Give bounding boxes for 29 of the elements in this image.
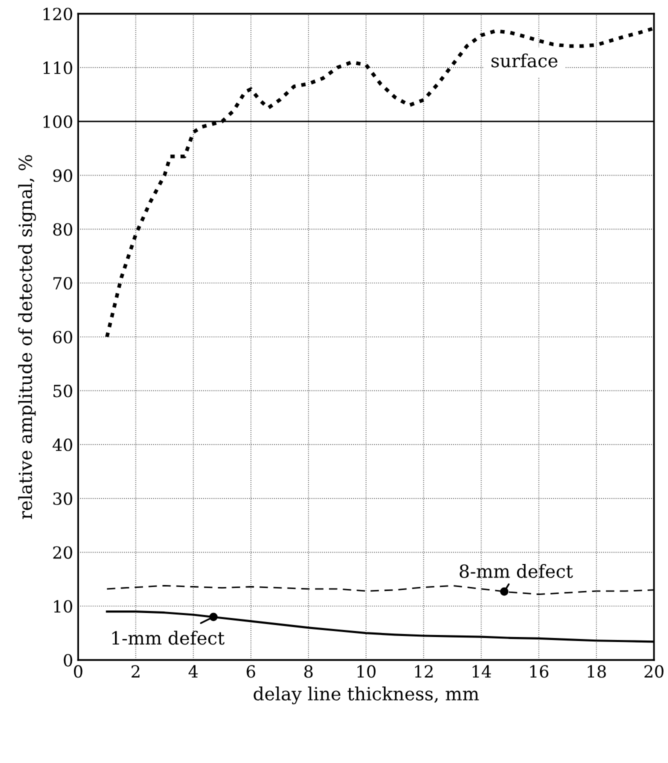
y-tick-label: 20 <box>53 546 72 559</box>
x-tick-label: 16 <box>530 665 548 678</box>
x-tick-label: 10 <box>357 665 376 678</box>
x-tick-label: 6 <box>246 665 256 678</box>
y-tick-label: 30 <box>53 492 72 505</box>
annotation: 8-mm defect <box>460 564 573 578</box>
x-tick-label: 14 <box>472 665 491 678</box>
y-tick-label: 90 <box>53 169 72 182</box>
y-tick-label: 120 <box>44 8 72 20</box>
y-tick-label: 40 <box>52 438 72 452</box>
y-tick-label: 100 <box>44 115 72 128</box>
y-tick-label: 80 <box>53 223 72 236</box>
x-tick-label: 18 <box>588 665 606 678</box>
x-tick-label: 12 <box>415 665 433 678</box>
x-tick-label: 20 <box>644 665 664 678</box>
y-tick-label: 10 <box>54 600 72 613</box>
x-tick-label: 4 <box>188 665 198 678</box>
x-axis-title: delay line thickness, mm <box>254 686 479 704</box>
x-tick-label: 8 <box>304 665 313 678</box>
y-tick-label: 70 <box>53 276 72 290</box>
y-axis-title: relative amplitude of detected signal, % <box>18 155 36 520</box>
annotation: surface <box>492 53 558 68</box>
y-tick-label: 110 <box>44 62 72 74</box>
y-tick-label: 0 <box>64 654 72 667</box>
annotation: 1-mm defect <box>112 630 225 645</box>
x-tick-label: 0 <box>74 665 82 678</box>
y-tick-label: 50 <box>54 384 72 398</box>
y-tick-label: 60 <box>53 330 72 344</box>
x-tick-label: 2 <box>132 665 140 678</box>
